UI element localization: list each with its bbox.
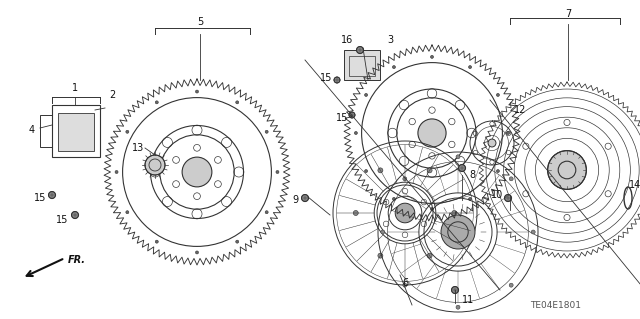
Text: 11: 11: [462, 295, 474, 305]
Circle shape: [509, 177, 513, 181]
Text: 15: 15: [320, 73, 332, 83]
Circle shape: [365, 93, 367, 96]
Circle shape: [468, 66, 472, 69]
Bar: [344, 50, 380, 80]
Circle shape: [353, 211, 358, 216]
Bar: [58, 113, 94, 151]
Circle shape: [276, 170, 279, 174]
Circle shape: [418, 119, 446, 147]
Text: 8: 8: [469, 170, 475, 180]
Circle shape: [156, 101, 158, 104]
Text: 12: 12: [514, 105, 526, 115]
Bar: [349, 56, 375, 76]
Bar: [52, 105, 100, 157]
Circle shape: [451, 286, 458, 293]
Circle shape: [441, 215, 475, 249]
Circle shape: [72, 211, 79, 219]
Circle shape: [531, 230, 535, 234]
Circle shape: [392, 197, 396, 200]
Circle shape: [182, 157, 212, 187]
Circle shape: [301, 195, 308, 202]
Text: 13: 13: [132, 143, 144, 153]
Circle shape: [504, 195, 511, 202]
Text: 15: 15: [336, 113, 348, 123]
Circle shape: [403, 177, 407, 181]
Circle shape: [236, 101, 239, 104]
Circle shape: [195, 251, 198, 254]
Circle shape: [456, 305, 460, 309]
Text: 4: 4: [29, 125, 35, 135]
Circle shape: [356, 47, 364, 54]
Circle shape: [497, 93, 499, 96]
Circle shape: [431, 56, 433, 58]
Text: 6: 6: [402, 278, 408, 288]
Circle shape: [452, 211, 457, 216]
Circle shape: [355, 131, 357, 135]
Circle shape: [378, 253, 383, 258]
Text: 16: 16: [341, 35, 353, 45]
Text: 5: 5: [197, 17, 203, 27]
Circle shape: [195, 90, 198, 93]
Circle shape: [381, 230, 385, 234]
Bar: [40, 115, 52, 147]
Circle shape: [349, 112, 355, 118]
Text: 1: 1: [72, 83, 78, 93]
Circle shape: [49, 191, 56, 198]
Circle shape: [468, 197, 472, 200]
Text: 15: 15: [34, 193, 46, 203]
Circle shape: [236, 240, 239, 243]
Circle shape: [392, 66, 396, 69]
Circle shape: [427, 168, 432, 173]
Text: 9: 9: [292, 195, 298, 205]
Circle shape: [458, 165, 465, 172]
Circle shape: [488, 139, 496, 147]
Text: 15: 15: [56, 215, 68, 225]
Circle shape: [365, 170, 367, 173]
Circle shape: [156, 240, 158, 243]
Text: 2: 2: [109, 90, 115, 100]
Circle shape: [126, 130, 129, 133]
Text: TE04E1801: TE04E1801: [530, 300, 581, 309]
Circle shape: [126, 211, 129, 214]
Circle shape: [509, 283, 513, 287]
Text: 14: 14: [629, 180, 640, 190]
Circle shape: [403, 283, 407, 287]
Circle shape: [265, 130, 268, 133]
Text: 3: 3: [387, 35, 393, 45]
Circle shape: [548, 151, 586, 189]
Circle shape: [396, 203, 415, 223]
Text: FR.: FR.: [68, 255, 86, 265]
Circle shape: [334, 77, 340, 83]
Text: 7: 7: [565, 9, 571, 19]
Circle shape: [265, 211, 268, 214]
Circle shape: [145, 155, 165, 175]
Circle shape: [456, 155, 460, 159]
Circle shape: [115, 170, 118, 174]
Text: 10: 10: [491, 190, 503, 200]
Circle shape: [497, 170, 499, 173]
Circle shape: [427, 253, 432, 258]
Circle shape: [378, 168, 383, 173]
Circle shape: [507, 131, 509, 135]
Circle shape: [431, 208, 433, 211]
